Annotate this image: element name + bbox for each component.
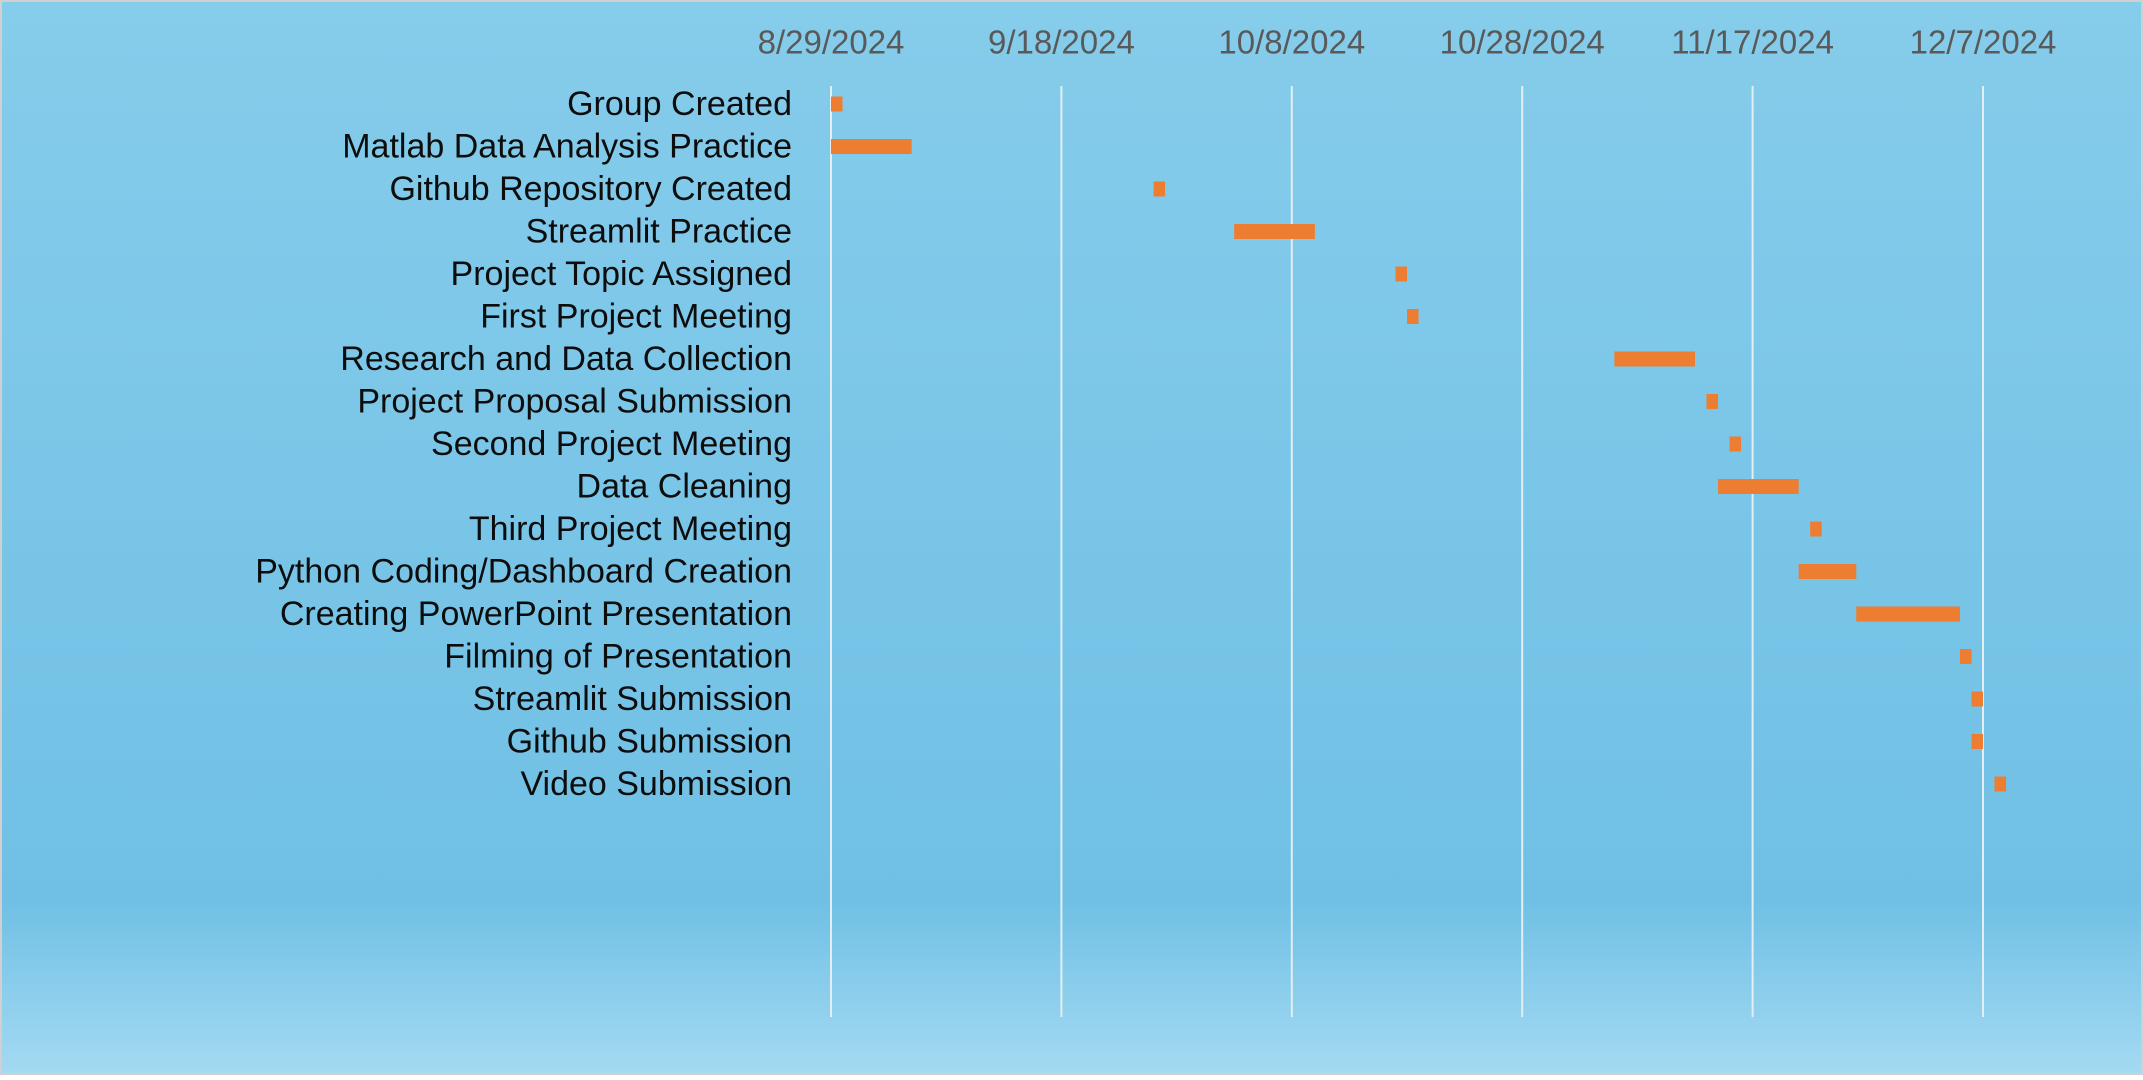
task-bar (1971, 691, 1983, 707)
task-bar (1798, 564, 1857, 579)
task-bar (1706, 394, 1719, 409)
task-bar (1718, 479, 1799, 494)
x-tick-label: 8/29/2024 (758, 24, 905, 61)
task-label: Group Created (567, 85, 792, 123)
task-label: Project Topic Assigned (451, 255, 792, 293)
task-label: Third Project Meeting (469, 510, 792, 548)
task-bar (1153, 181, 1166, 197)
task-bar (1810, 521, 1822, 537)
task-label: First Project Meeting (480, 298, 792, 336)
x-tick-label: 10/8/2024 (1218, 24, 1365, 61)
task-bar (831, 139, 912, 154)
task-label: Matlab Data Analysis Practice (342, 128, 792, 166)
task-label: Creating PowerPoint Presentation (280, 595, 792, 633)
task-bar (1994, 776, 2007, 792)
task-label: Second Project Meeting (431, 425, 792, 463)
task-label: Data Cleaning (577, 468, 792, 506)
task-bar (1614, 351, 1695, 367)
task-label: Research and Data Collection (340, 340, 792, 378)
x-tick-label: 9/18/2024 (988, 24, 1135, 61)
task-bar (1395, 266, 1407, 282)
task-bar (1407, 309, 1419, 324)
task-bar (1971, 734, 1983, 749)
task-label: Github Submission (507, 723, 792, 761)
task-label: Project Proposal Submission (357, 383, 792, 421)
task-bar (831, 96, 843, 112)
task-label: Video Submission (520, 765, 792, 803)
task-bar (1729, 436, 1742, 452)
task-label: Python Coding/Dashboard Creation (255, 553, 792, 591)
task-labels: Group Created Matlab Data Analysis Practi… (255, 85, 792, 803)
task-bar (1234, 224, 1315, 239)
task-label: Streamlit Submission (473, 680, 792, 718)
gridlines (830, 86, 1984, 1017)
x-tick-label: 10/28/2024 (1440, 24, 1605, 61)
task-label: Github Repository Created (389, 170, 792, 208)
task-label: Filming of Presentation (444, 638, 792, 676)
task-label: Streamlit Practice (526, 213, 792, 251)
x-tick-label: 12/7/2024 (1910, 24, 2057, 61)
task-bar (1856, 606, 1960, 622)
task-bars (831, 96, 2007, 792)
task-bar (1959, 649, 1972, 664)
x-tick-label: 11/17/2024 (1671, 24, 1834, 61)
x-axis-tick-labels: 8/29/2024 9/18/2024 10/8/2024 10/28/2024 11/… (758, 24, 2057, 61)
